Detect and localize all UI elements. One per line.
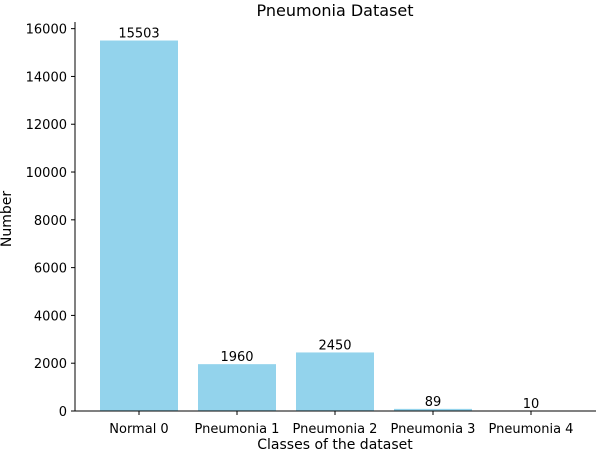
- bar: [296, 352, 374, 411]
- x-tick-label: Pneumonia 3: [391, 422, 476, 437]
- y-tick-label: 4000: [34, 309, 67, 324]
- chart-title: Pneumonia Dataset: [257, 1, 414, 20]
- y-tick-label: 12000: [26, 118, 67, 133]
- y-tick-label: 2000: [34, 357, 67, 372]
- bar-value-labels: 15503 1960 2450 89 10: [118, 27, 539, 412]
- bar: [198, 364, 276, 411]
- x-tick-label: Pneumonia 1: [195, 422, 280, 437]
- y-axis-label: Number: [0, 191, 15, 247]
- y-tick-label: 6000: [34, 262, 67, 277]
- y-tick-label: 8000: [34, 214, 67, 229]
- bar-value-label: 89: [425, 395, 442, 410]
- bar-value-label: 2450: [318, 338, 351, 353]
- bars-group: [100, 40, 570, 412]
- bar: [394, 408, 472, 411]
- bar: [100, 40, 178, 412]
- y-tick-label: 10000: [26, 166, 67, 181]
- bar-value-label: 10: [523, 397, 540, 412]
- y-tick-label: 0: [59, 405, 67, 420]
- x-tick-label: Normal 0: [109, 422, 168, 437]
- x-tick-label: Pneumonia 4: [489, 422, 574, 437]
- y-ticks: 0 2000 4000 6000 8000 10000 12000 14000 16000: [26, 23, 75, 420]
- x-ticks: Normal 0 Pneumonia 1 Pneumonia 2 Pneumonia …: [109, 411, 573, 437]
- bar-value-label: 1960: [220, 350, 253, 365]
- bar-value-label: 15503: [118, 27, 159, 42]
- x-axis-label: Classes of the dataset: [257, 437, 413, 452]
- y-tick-label: 14000: [26, 70, 67, 85]
- x-tick-label: Pneumonia 2: [293, 422, 378, 437]
- y-tick-label: 16000: [26, 23, 67, 38]
